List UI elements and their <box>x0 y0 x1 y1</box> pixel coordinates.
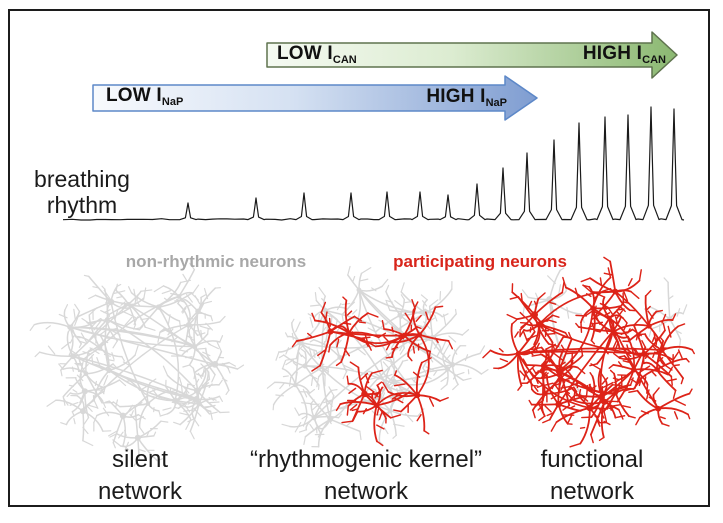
breathing-rhythm-line1: breathing <box>34 166 130 192</box>
inap-high-subscript: NaP <box>485 97 507 109</box>
rhythmogenic-kernel-line1: “rhythmogenic kernel” <box>249 446 483 473</box>
ican-low-label: LOW ICAN <box>277 43 357 66</box>
ican-high-label: HIGH ICAN <box>540 43 666 66</box>
neuron-network-rhythmogenic-kernel <box>266 265 489 448</box>
inap-high-label: HIGH INaP <box>390 86 507 109</box>
functional-network-label: functional network <box>541 444 644 508</box>
ican-high-text: HIGH I <box>582 43 643 64</box>
ican-high-subscript: CAN <box>642 54 666 66</box>
silent-network-label: silent network <box>98 444 182 508</box>
ican-gradient-arrow <box>266 31 678 79</box>
silent-network-line2: network <box>97 478 183 505</box>
inap-high-text: HIGH I <box>426 86 486 107</box>
silent-network-line1: silent <box>111 446 169 473</box>
breathing-rhythm-label: breathing rhythm <box>34 166 130 218</box>
neuron-network-functional <box>482 256 695 448</box>
breathing-rhythm-line2: rhythm <box>46 192 118 218</box>
inap-low-text: LOW I <box>106 85 162 106</box>
functional-network-line1: functional <box>540 446 644 473</box>
functional-network-line2: network <box>549 478 635 505</box>
rhythmogenic-kernel-network-label: “rhythmogenic kernel” network <box>250 444 482 508</box>
ican-low-subscript: CAN <box>332 54 357 66</box>
legend-non-rhythmic-neurons: non-rhythmic neurons <box>125 252 307 271</box>
rhythmogenic-kernel-line2: network <box>323 478 409 505</box>
legend-participating-neurons: participating neurons <box>393 252 567 271</box>
inap-gradient-arrow <box>92 75 538 121</box>
inap-low-label: LOW INaP <box>106 85 184 108</box>
breathing-trace-path <box>62 106 685 221</box>
neuron-network-silent <box>29 262 245 467</box>
inap-low-subscript: NaP <box>161 96 184 108</box>
ican-low-text: LOW I <box>277 43 333 64</box>
